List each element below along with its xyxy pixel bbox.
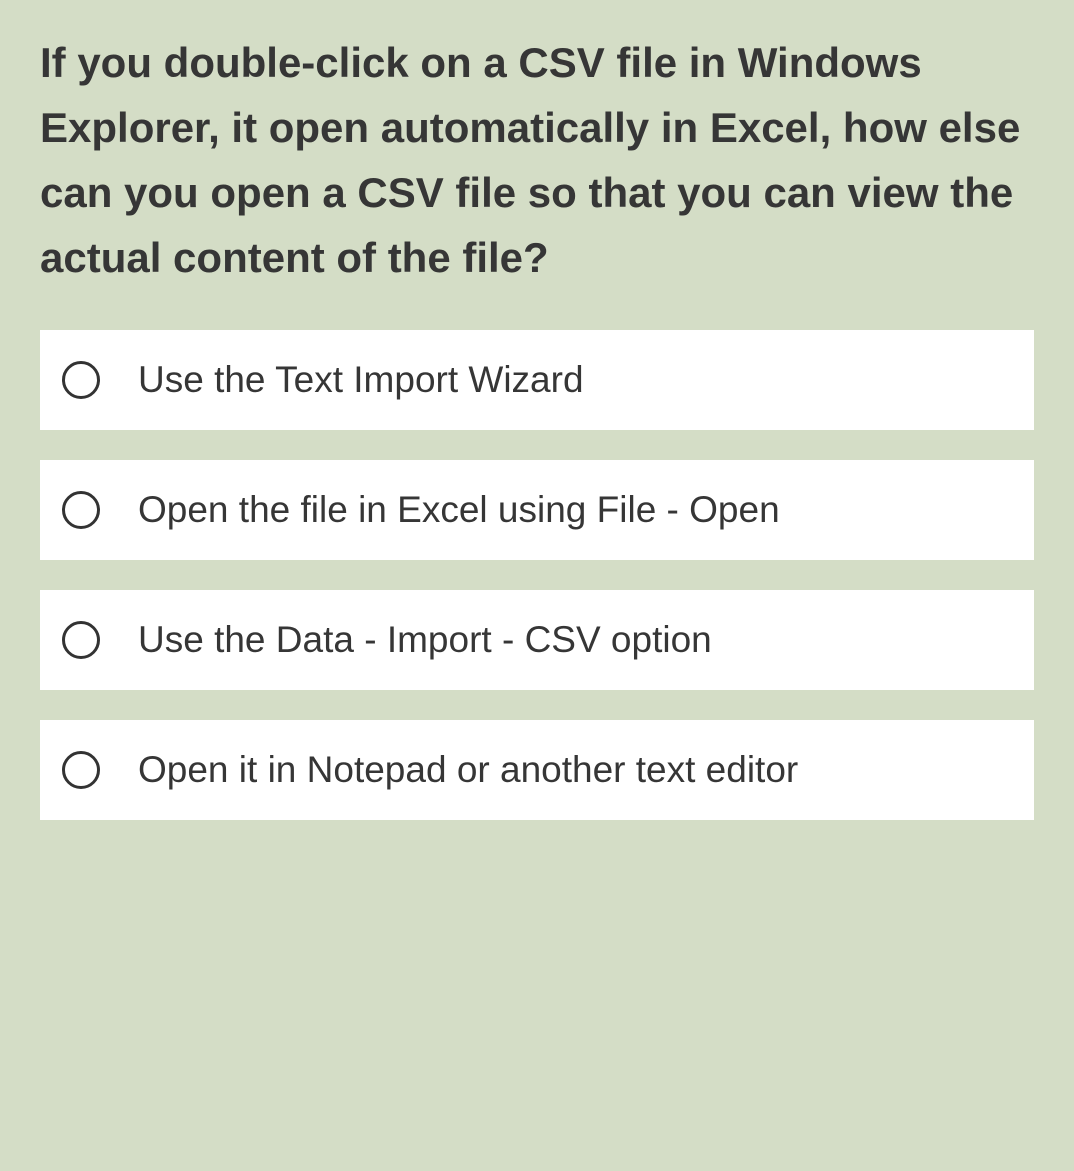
options-list: Use the Text Import Wizard Open the file… bbox=[40, 330, 1034, 819]
option-row[interactable]: Open it in Notepad or another text edito… bbox=[40, 720, 1034, 820]
radio-icon[interactable] bbox=[62, 751, 100, 789]
option-label: Use the Data - Import - CSV option bbox=[138, 614, 712, 666]
radio-icon[interactable] bbox=[62, 361, 100, 399]
question-text: If you double-click on a CSV file in Win… bbox=[40, 30, 1034, 290]
option-label: Open it in Notepad or another text edito… bbox=[138, 744, 798, 796]
option-row[interactable]: Open the file in Excel using File - Open bbox=[40, 460, 1034, 560]
option-row[interactable]: Use the Text Import Wizard bbox=[40, 330, 1034, 430]
radio-icon[interactable] bbox=[62, 621, 100, 659]
radio-icon[interactable] bbox=[62, 491, 100, 529]
option-label: Open the file in Excel using File - Open bbox=[138, 484, 780, 536]
option-label: Use the Text Import Wizard bbox=[138, 354, 584, 406]
option-row[interactable]: Use the Data - Import - CSV option bbox=[40, 590, 1034, 690]
